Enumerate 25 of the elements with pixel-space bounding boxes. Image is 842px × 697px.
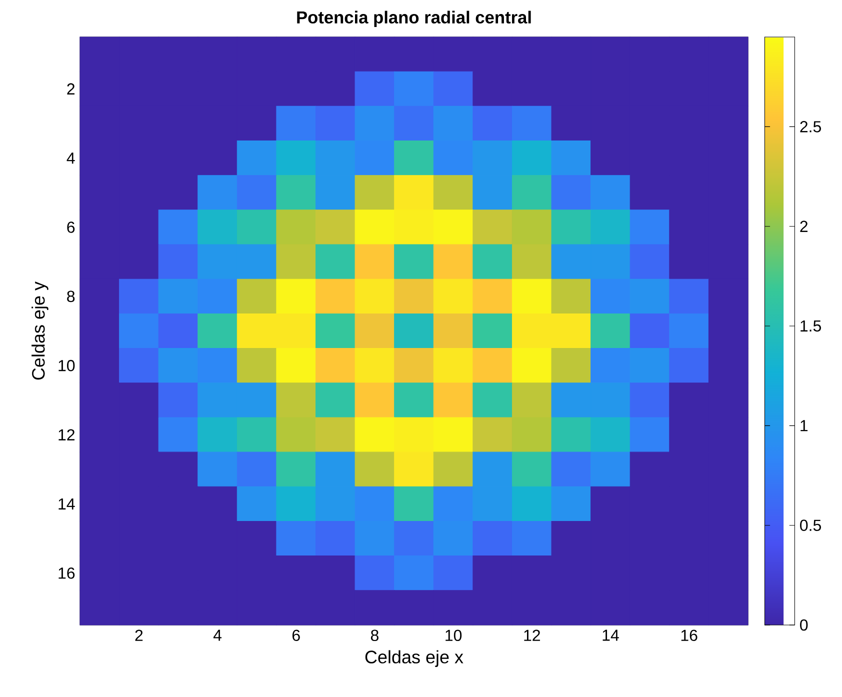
x-tick-label: 16 [681, 630, 698, 642]
x-tick-label: 12 [524, 630, 540, 641]
x-tick-label: 14 [602, 630, 619, 641]
y-tick-label: 6 [67, 222, 75, 233]
y-axis-title: Celdas eje y [32, 282, 48, 380]
x-tick-label: 10 [446, 630, 462, 642]
y-tick-label: 10 [58, 360, 75, 372]
x-tick-label: 2 [135, 630, 143, 641]
y-tick-label: 14 [58, 498, 75, 510]
x-tick-label: 6 [292, 630, 300, 642]
color-bar-label: 1 [800, 420, 808, 432]
x-tick-label: 4 [213, 630, 222, 641]
x-tick-label: 8 [370, 630, 378, 642]
chart-title: Potencia plano radial central [297, 10, 531, 27]
x-axis-title: Celdas eje x [365, 650, 464, 667]
color-bar-label: 2 [800, 220, 808, 232]
y-tick-label: 4 [66, 152, 75, 164]
color-bar-label: 1.5 [800, 320, 821, 332]
color-bar-label: 0 [800, 619, 808, 631]
y-tick-label: 16 [58, 567, 75, 579]
color-bar-label: 0.5 [800, 520, 821, 531]
y-tick-label: 8 [67, 290, 75, 302]
y-tick-label: 2 [67, 83, 74, 94]
y-tick-label: 12 [58, 429, 74, 440]
color-bar-label: 2.5 [800, 121, 821, 132]
